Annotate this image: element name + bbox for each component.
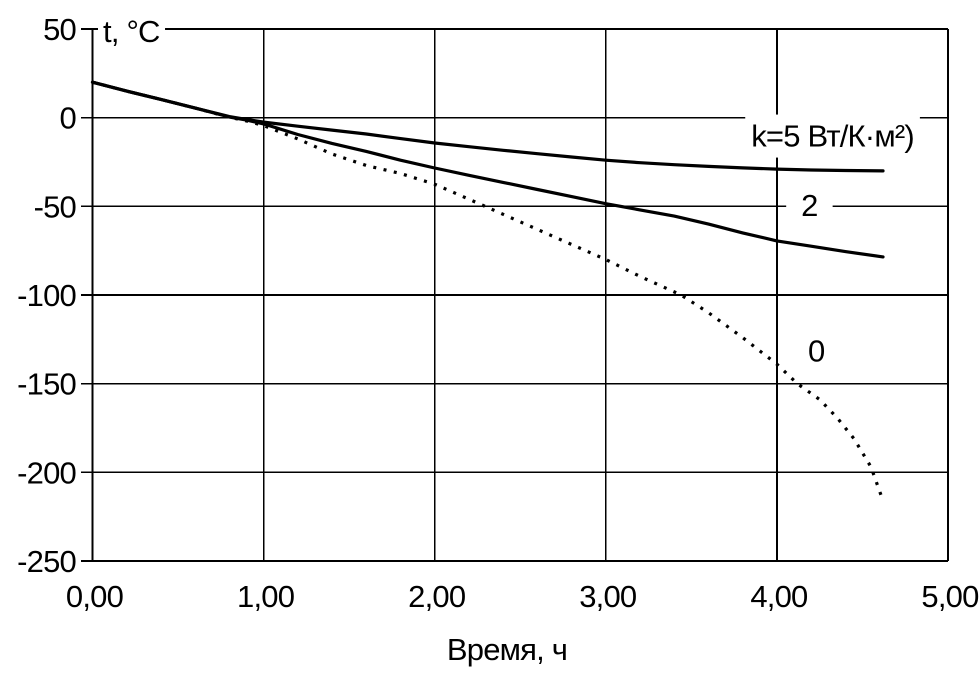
- curve-k0: [92, 80, 885, 502]
- curve-label-k0: 0: [808, 334, 825, 369]
- curve-label-k5-mask: [745, 114, 920, 158]
- y-tick-label-0: 0: [60, 101, 77, 136]
- y-tick-label--250: -250: [17, 544, 76, 579]
- y-tick-label--100: -100: [17, 278, 76, 313]
- y-tick-label-50: 50: [43, 12, 76, 47]
- curve-k2: [90, 80, 885, 259]
- y-tick-label--200: -200: [17, 455, 76, 490]
- y-axis-title: t, °C: [103, 14, 160, 49]
- curve-label-k2-mask: [786, 186, 833, 226]
- x-tick-label-2,00: 2,00: [408, 579, 466, 614]
- y-tick-label--150: -150: [17, 367, 76, 402]
- y-axis-title-mask: [98, 12, 166, 51]
- curve-label-k2: 2: [801, 188, 817, 223]
- x-tick-label-1,00: 1,00: [237, 579, 295, 614]
- x-axis-title: Время, ч: [447, 632, 567, 667]
- x-tick-label-3,00: 3,00: [579, 579, 637, 614]
- curve-label-k5: k=5 Вт/К·м²): [751, 119, 914, 154]
- x-tick-label-5,00: 5,00: [921, 579, 979, 614]
- curve-label-k0-mask: [793, 331, 841, 371]
- x-tick-label-0,00: 0,00: [66, 579, 124, 614]
- y-tick-label--50: -50: [34, 189, 77, 224]
- x-tick-label-4,00: 4,00: [750, 579, 808, 614]
